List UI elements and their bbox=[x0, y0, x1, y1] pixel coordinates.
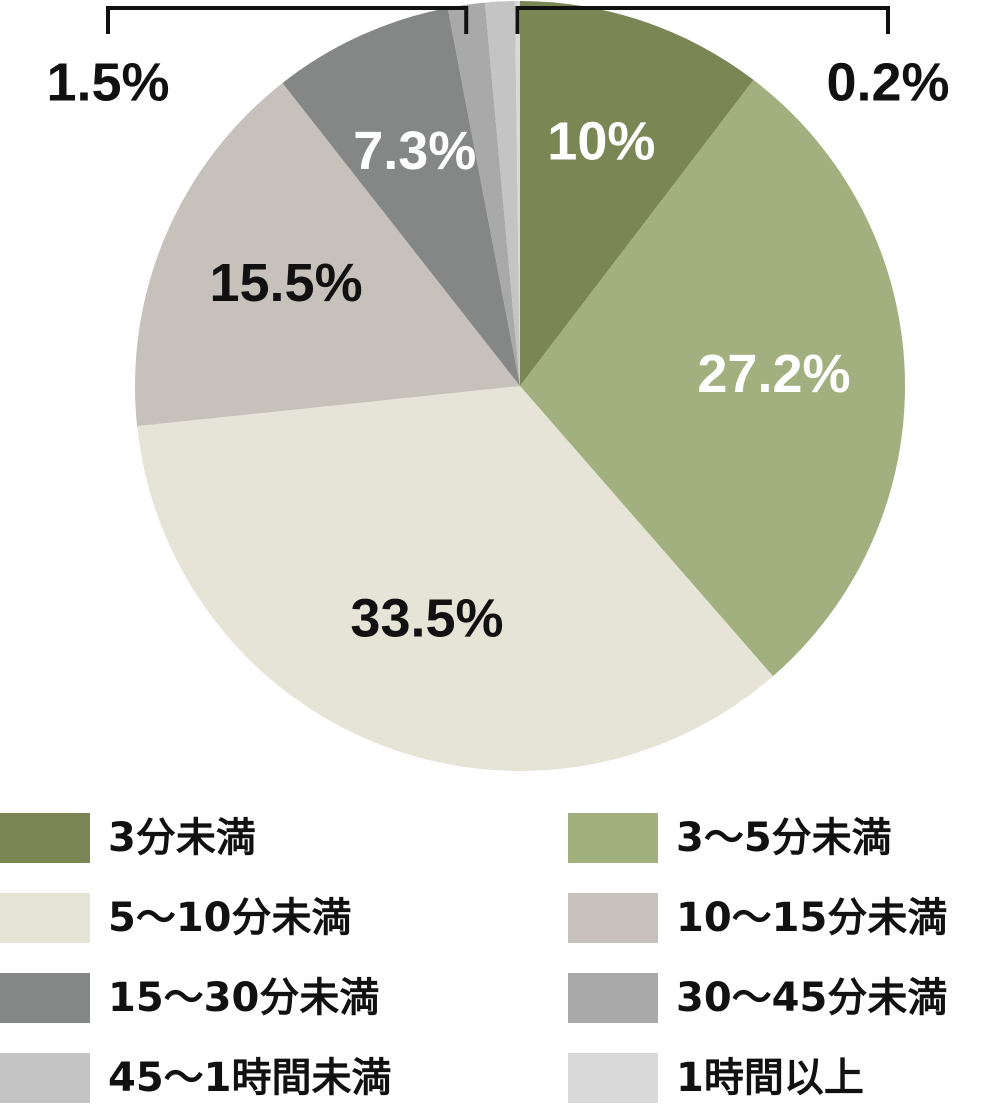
legend-label: 5〜10分未満 bbox=[108, 895, 352, 941]
data-label: 15.5% bbox=[209, 253, 362, 313]
legend-label: 15〜30分未満 bbox=[108, 975, 379, 1021]
legend-swatch bbox=[0, 973, 90, 1023]
pie-slice bbox=[520, 1, 754, 386]
pie-slice bbox=[520, 79, 905, 677]
legend-swatch bbox=[0, 813, 90, 863]
legend-label: 45〜1時間未満 bbox=[108, 1055, 392, 1101]
data-label: 10% bbox=[547, 112, 655, 172]
pie-slice bbox=[484, 1, 520, 386]
legend-label: 1時間以上 bbox=[676, 1055, 864, 1101]
pie-slice bbox=[282, 7, 520, 386]
pie-slice bbox=[137, 386, 773, 771]
legend-label: 30〜45分未満 bbox=[676, 975, 947, 1021]
data-label: 1.5% bbox=[46, 52, 169, 112]
legend-label: 3分未満 bbox=[108, 815, 256, 861]
leader bbox=[106, 6, 469, 34]
data-label: 7.3% bbox=[353, 121, 476, 181]
pie-slice bbox=[447, 2, 520, 386]
data-label: 27.2% bbox=[697, 344, 850, 404]
legend-swatch bbox=[0, 893, 90, 943]
legend-label: 10〜15分未満 bbox=[676, 895, 947, 941]
legend-swatch bbox=[568, 893, 658, 943]
data-label: 0.2% bbox=[826, 52, 949, 112]
legend-swatch bbox=[568, 1053, 658, 1103]
legend-swatch bbox=[568, 813, 658, 863]
legend-swatch bbox=[0, 1053, 90, 1103]
leader bbox=[515, 6, 890, 34]
legend-swatch bbox=[568, 973, 658, 1023]
pie-slice bbox=[514, 1, 520, 386]
data-label: 33.5% bbox=[350, 589, 503, 649]
legend-label: 3〜5分未満 bbox=[676, 815, 892, 861]
pie-slice bbox=[134, 82, 520, 427]
